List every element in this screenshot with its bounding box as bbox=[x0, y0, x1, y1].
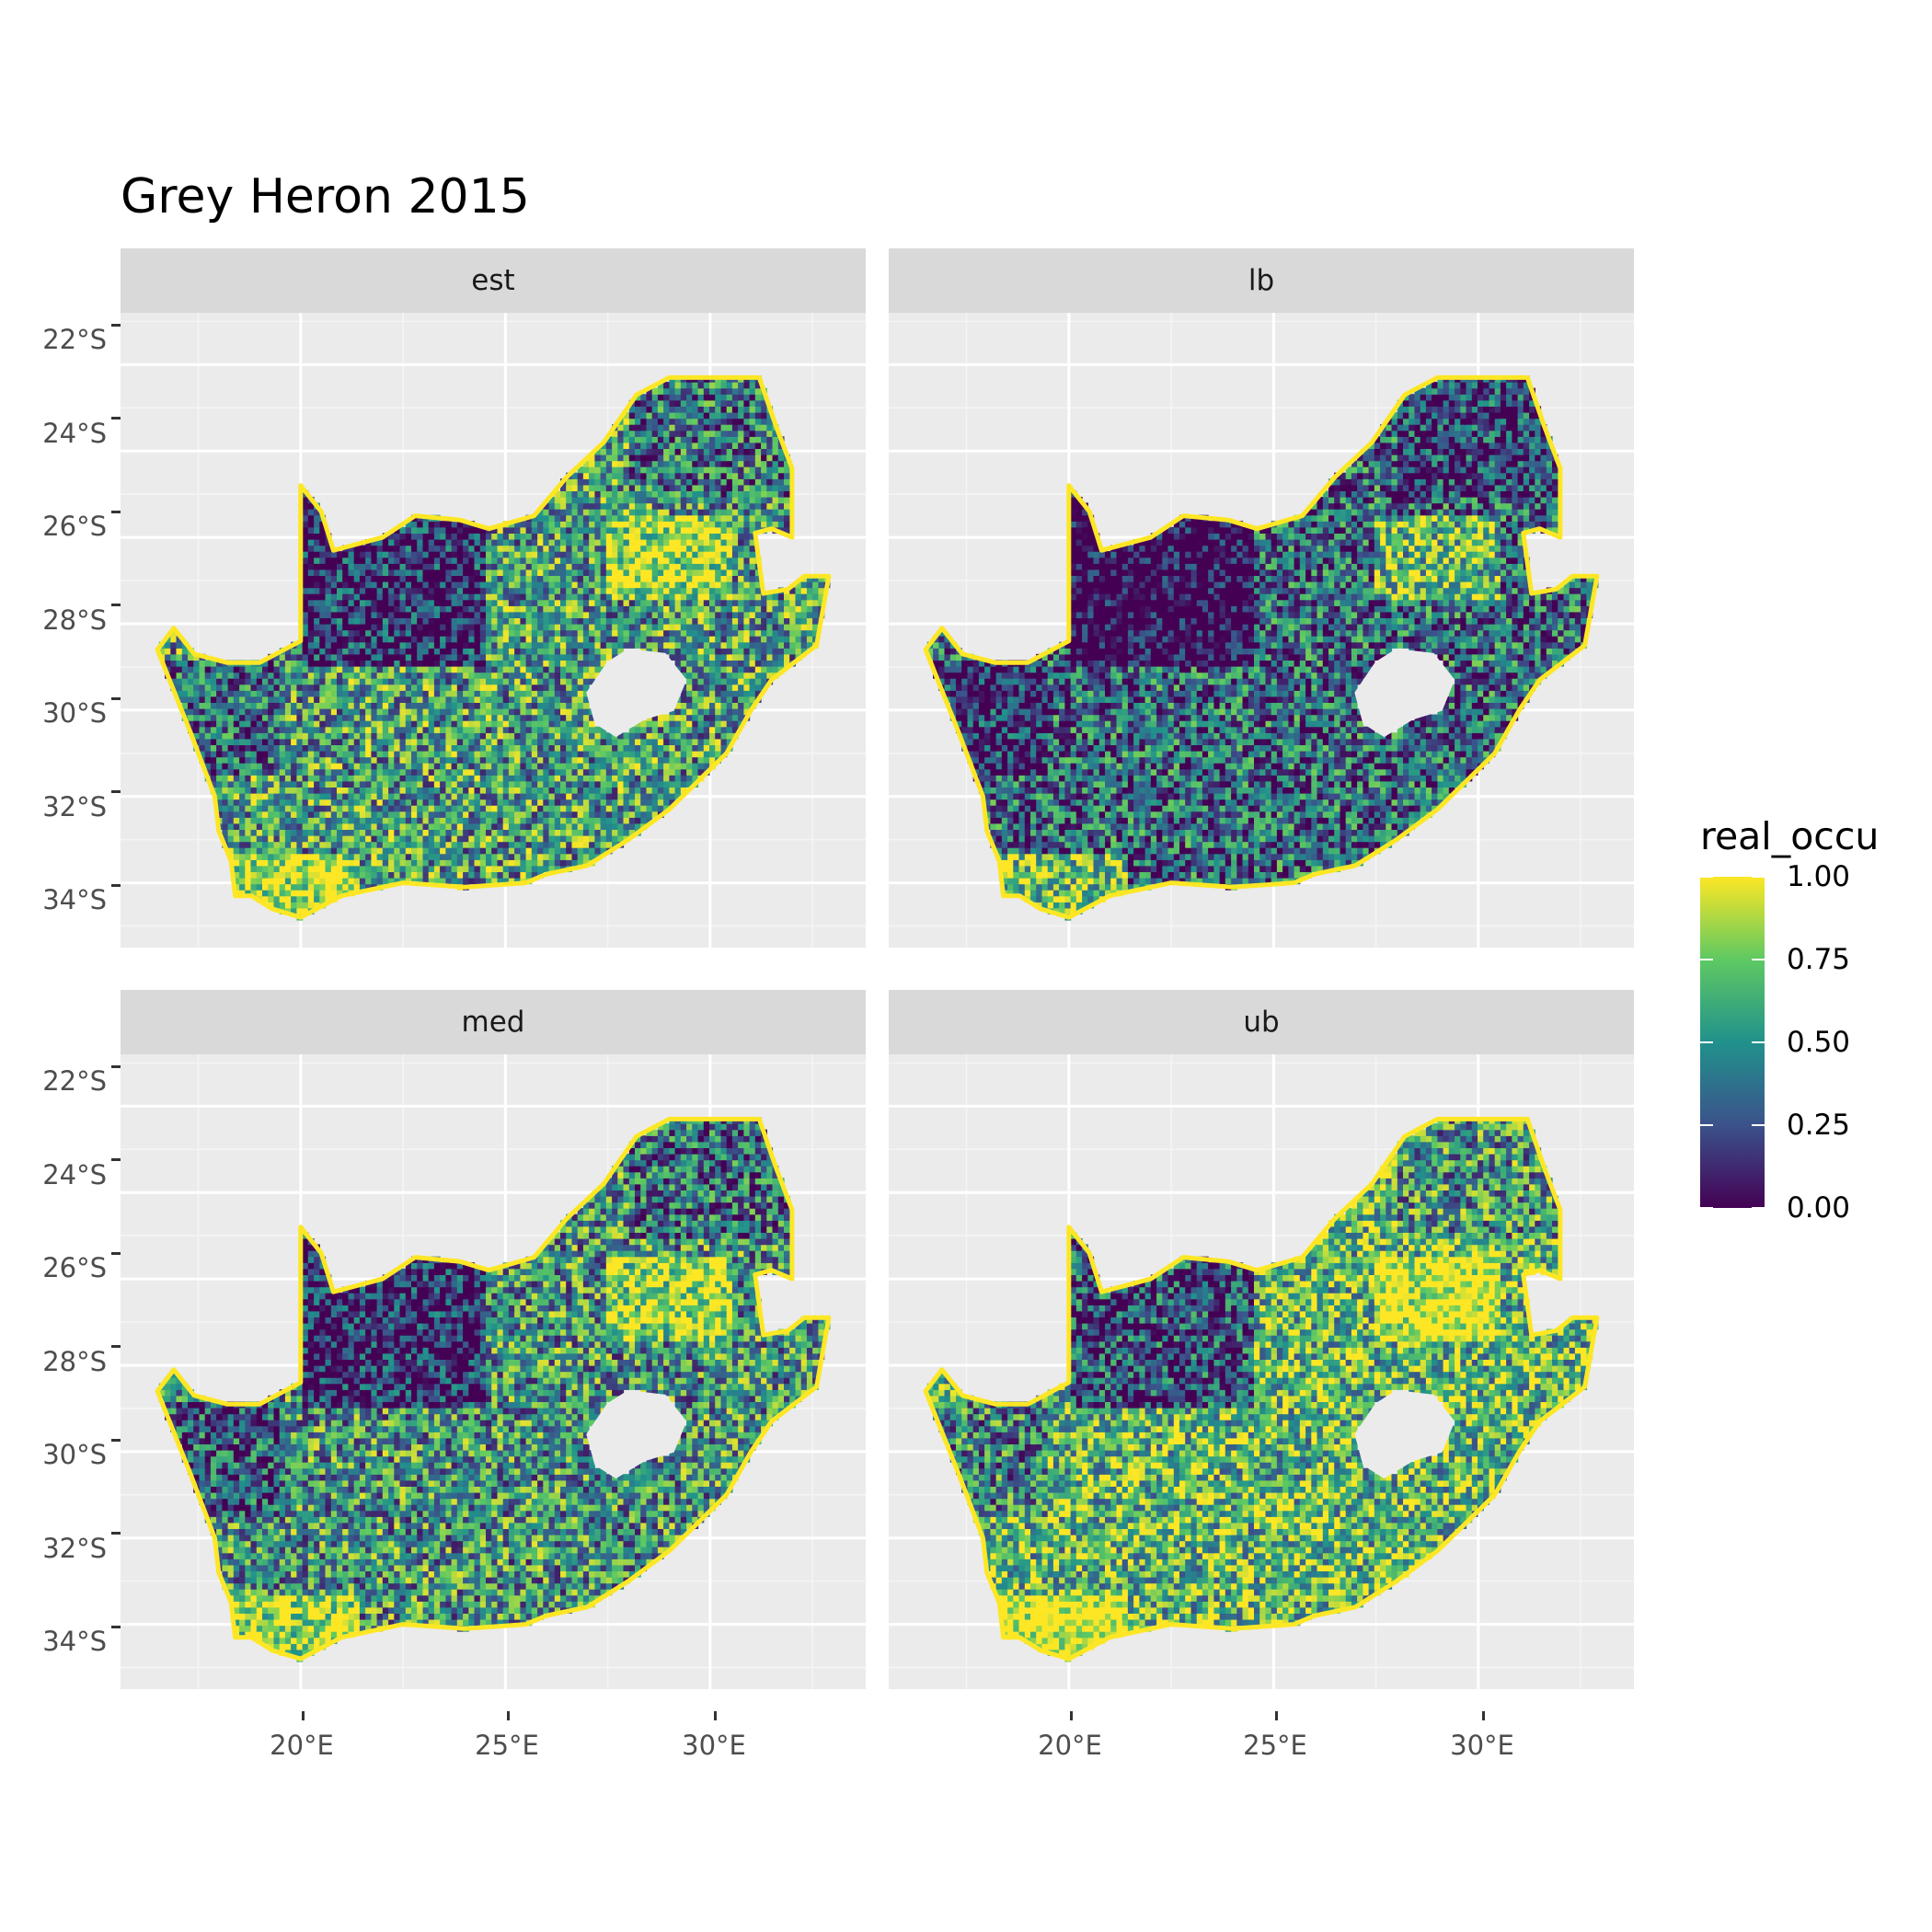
y-tick-label: 26°S bbox=[6, 1252, 107, 1283]
y-tick-label: 30°S bbox=[6, 1439, 107, 1470]
legend-colorbar bbox=[1700, 877, 1765, 1208]
map-svg-ub bbox=[889, 1054, 1634, 1689]
y-tick-mark bbox=[111, 1439, 121, 1442]
y-tick-mark bbox=[111, 1345, 121, 1348]
y-tick-label: 28°S bbox=[6, 604, 107, 636]
map-svg-med bbox=[121, 1054, 866, 1689]
y-tick-label: 30°S bbox=[6, 697, 107, 729]
y-tick-mark bbox=[111, 790, 121, 793]
legend-title: real_occu bbox=[1700, 814, 1879, 858]
facet-panel-lb: lb bbox=[889, 248, 1634, 948]
occupancy-raster bbox=[926, 1117, 1599, 1662]
y-tick-label: 32°S bbox=[6, 1533, 107, 1564]
x-tick-label: 30°E bbox=[650, 1730, 778, 1761]
y-tick-mark bbox=[111, 697, 121, 700]
legend: real_occu 1.00 0.75 0.50 0.25 0.00 bbox=[1700, 814, 1879, 1225]
map-area-med bbox=[121, 1054, 866, 1689]
x-tick-label: 25°E bbox=[443, 1730, 571, 1761]
y-tick-label: 26°S bbox=[6, 511, 107, 542]
facet-strip-ub: ub bbox=[889, 990, 1634, 1054]
y-tick-label: 24°S bbox=[6, 1159, 107, 1190]
legend-label: 0.25 bbox=[1787, 1109, 1850, 1142]
plot-title: Grey Heron 2015 bbox=[121, 169, 530, 224]
legend-label: 0.75 bbox=[1787, 943, 1850, 976]
legend-label: 0.50 bbox=[1787, 1026, 1850, 1059]
map-svg-lb bbox=[889, 313, 1634, 948]
facet-strip-med: med bbox=[121, 990, 866, 1054]
facet-panel-med: med bbox=[121, 990, 866, 1689]
y-tick-mark bbox=[111, 1065, 121, 1068]
facet-panel-ub: ub bbox=[889, 990, 1634, 1689]
facet-strip-lb: lb bbox=[889, 248, 1634, 313]
facet-strip-est: est bbox=[121, 248, 866, 313]
y-tick-label: 22°S bbox=[6, 1065, 107, 1097]
y-tick-label: 24°S bbox=[6, 418, 107, 449]
coastline-border bbox=[155, 374, 832, 920]
map-svg-est bbox=[121, 313, 866, 948]
x-tick-label: 20°E bbox=[1006, 1730, 1134, 1761]
map-area-est bbox=[121, 313, 866, 948]
map-area-ub bbox=[889, 1054, 1634, 1689]
coastline-border bbox=[923, 374, 1600, 920]
occupancy-raster bbox=[158, 375, 831, 921]
y-tick-mark bbox=[111, 324, 121, 327]
x-tick-label: 20°E bbox=[237, 1730, 366, 1761]
y-tick-mark bbox=[111, 1252, 121, 1255]
lesotho-hole bbox=[1354, 1390, 1455, 1479]
y-tick-label: 28°S bbox=[6, 1346, 107, 1377]
map-area-lb bbox=[889, 313, 1634, 948]
y-tick-label: 32°S bbox=[6, 791, 107, 822]
y-tick-mark bbox=[111, 1532, 121, 1535]
x-tick-label: 25°E bbox=[1211, 1730, 1340, 1761]
y-tick-mark bbox=[111, 884, 121, 887]
coastline-border bbox=[923, 1116, 1600, 1662]
x-tick-mark bbox=[714, 1711, 717, 1720]
y-tick-mark bbox=[111, 1626, 121, 1628]
occupancy-raster bbox=[926, 375, 1599, 921]
lesotho-hole bbox=[586, 649, 687, 738]
y-tick-mark bbox=[111, 604, 121, 606]
y-tick-mark bbox=[111, 1158, 121, 1161]
x-tick-mark bbox=[1482, 1711, 1485, 1720]
y-tick-mark bbox=[111, 511, 121, 513]
y-tick-label: 34°S bbox=[6, 1626, 107, 1657]
x-tick-mark bbox=[302, 1711, 305, 1720]
y-tick-label: 34°S bbox=[6, 884, 107, 915]
x-tick-mark bbox=[507, 1711, 510, 1720]
coastline-border bbox=[155, 1116, 832, 1662]
x-tick-mark bbox=[1070, 1711, 1073, 1720]
lesotho-hole bbox=[1354, 649, 1455, 738]
x-tick-mark bbox=[1275, 1711, 1278, 1720]
facet-panel-est: est bbox=[121, 248, 866, 948]
y-tick-label: 22°S bbox=[6, 324, 107, 355]
legend-label: 1.00 bbox=[1787, 860, 1850, 893]
legend-label: 0.00 bbox=[1787, 1191, 1850, 1225]
lesotho-hole bbox=[586, 1390, 687, 1479]
x-tick-label: 30°E bbox=[1418, 1730, 1547, 1761]
y-tick-mark bbox=[111, 417, 121, 420]
